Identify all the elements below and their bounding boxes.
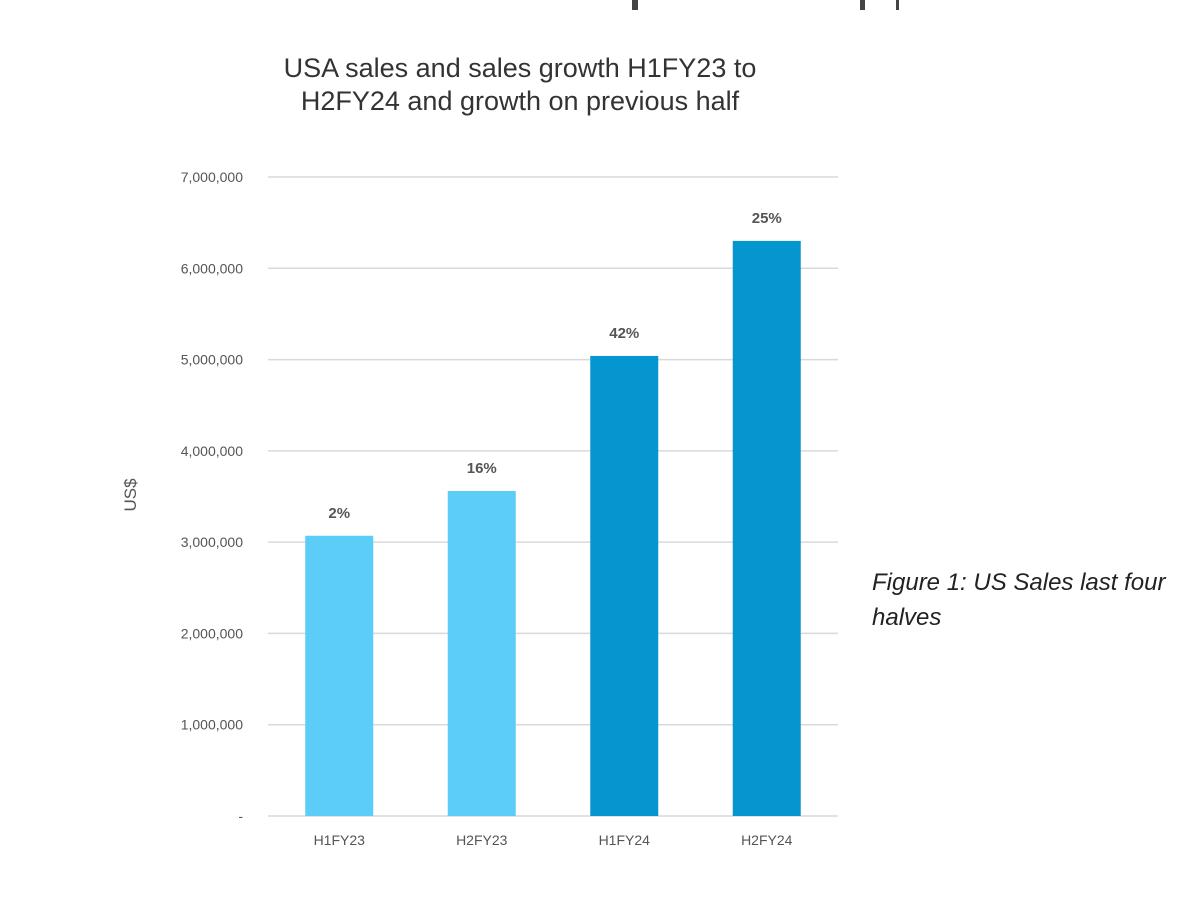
bar-h1fy24 — [590, 355, 659, 816]
bar-h2fy23 — [447, 491, 516, 816]
y-axis-tick-labels: - 1,000,000 2,000,000 3,000,000 4,000,000 5,0… — [181, 169, 244, 824]
fragment-mark-3 — [896, 0, 899, 10]
data-label-h1fy24: 42% — [609, 325, 639, 342]
bars — [305, 240, 801, 816]
data-label-h1fy23: 2% — [328, 505, 350, 522]
y-tick-label: 1,000,000 — [181, 717, 243, 733]
x-category-label: H1FY23 — [314, 832, 366, 848]
y-tick-label: - — [238, 808, 243, 824]
data-label-h2fy24: 25% — [752, 210, 782, 227]
y-tick-label: 5,000,000 — [181, 352, 243, 368]
x-axis-category-labels: H1FY23 H2FY23 H1FY24 H2FY24 — [314, 832, 793, 848]
y-tick-label: 2,000,000 — [181, 625, 243, 641]
fragment-mark-1 — [632, 0, 638, 10]
data-label-h2fy23: 16% — [467, 460, 497, 477]
y-tick-label: 3,000,000 — [181, 534, 243, 550]
chart-title-line-1: USA sales and sales growth H1FY23 to — [284, 53, 757, 83]
x-category-label: H2FY24 — [741, 832, 793, 848]
x-category-label: H1FY24 — [599, 832, 651, 848]
chart-title-line-2: H2FY24 and growth on previous half — [301, 86, 740, 116]
y-axis-title: US$ — [121, 478, 140, 512]
y-tick-label: 7,000,000 — [181, 169, 243, 185]
bar-h2fy24 — [732, 240, 801, 816]
bar-data-labels: 2% 16% 42% 25% — [328, 210, 781, 522]
chart-title: USA sales and sales growth H1FY23 to H2F… — [284, 53, 757, 116]
cropped-top-text-fragment — [560, 0, 960, 10]
fragment-mark-2 — [860, 0, 865, 10]
y-tick-label: 6,000,000 — [181, 260, 243, 276]
figure-caption: Figure 1: US Sales last four halves — [872, 569, 1166, 631]
y-tick-label: 4,000,000 — [181, 443, 243, 459]
bar-h1fy23 — [305, 535, 374, 816]
x-category-label: H2FY23 — [456, 832, 508, 848]
